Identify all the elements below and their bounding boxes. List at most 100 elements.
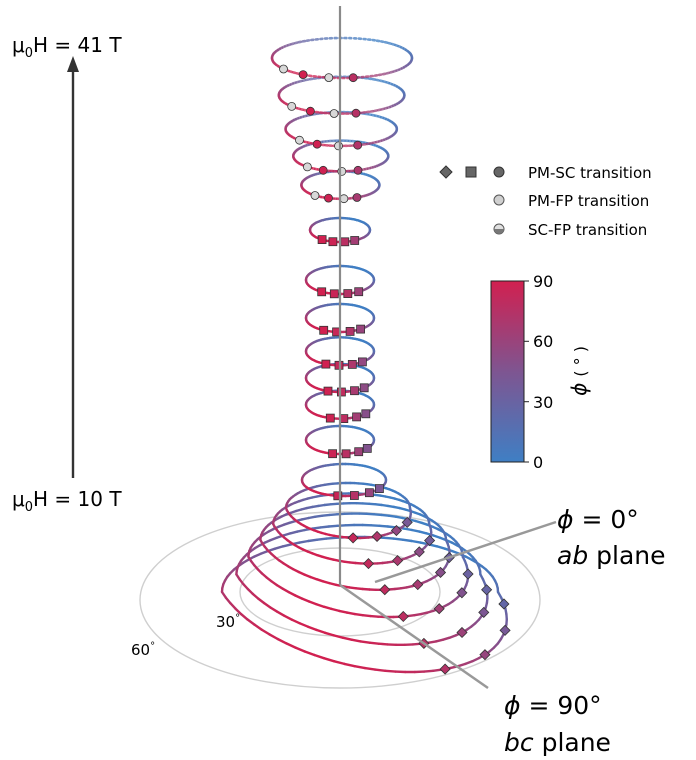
phi0-pointer [374, 520, 557, 584]
legend-square-marker [465, 166, 477, 178]
loop-1-segment [256, 597, 266, 605]
phi90-pointer [339, 583, 489, 690]
colorbar-tick-0: 0 [533, 453, 543, 472]
loop-0-segment [401, 538, 413, 543]
pm-sc-diamond-marker [347, 532, 359, 544]
bc-plane-label: bc plane [504, 728, 611, 757]
loop-2-segment [345, 611, 356, 616]
colorbar-tick-60: 60 [533, 332, 553, 351]
loop-0-segment [229, 601, 237, 610]
pm-sc-square-marker [350, 386, 359, 396]
pm-fp-circle-marker [295, 135, 304, 145]
pm-sc-circle-marker [353, 165, 363, 175]
loop-0-segment [392, 537, 404, 541]
loop-1-segment [341, 636, 353, 641]
loop-2 [247, 512, 470, 619]
loop-2-segment [294, 594, 304, 600]
legend-circle-marker [493, 166, 505, 178]
pm-sc-square-marker [319, 325, 329, 335]
loop-1-segment [368, 641, 380, 645]
loop-0-segment [246, 618, 256, 626]
pm-sc-square-marker [317, 287, 327, 297]
field-max-label: μ0H = 41 T [12, 33, 122, 61]
loop-3 [259, 502, 451, 591]
pm-sc-circle-marker [348, 73, 358, 83]
loop-1-segment [377, 642, 389, 646]
loop-0-segment [373, 668, 387, 672]
pm-sc-square-marker [357, 357, 367, 367]
loop-0-segment [382, 536, 395, 540]
pm-sc-square-marker [317, 235, 327, 245]
loop-0-segment [436, 545, 447, 550]
loop-2-segment [353, 612, 364, 617]
loop-0-segment [456, 662, 467, 668]
loop-0-segment [353, 665, 367, 670]
loop-1-segment [402, 527, 414, 532]
transition-markers [279, 64, 511, 675]
pm-sc-circle-marker [305, 106, 315, 116]
loop-1-segment [350, 638, 362, 643]
pm-sc-diamond-marker [371, 530, 383, 543]
pm-sc-diamond-marker [362, 558, 375, 570]
legend-pm-fp-marker [493, 194, 505, 206]
loop-0-segment [384, 669, 397, 673]
pm-sc-diamond-marker [456, 626, 468, 639]
loop-2-segment [361, 614, 372, 618]
pm-sc-square-marker [352, 412, 362, 422]
pm-sc-circle-marker [353, 140, 363, 150]
pm-sc-square-marker [325, 413, 335, 423]
pm-sc-square-marker [374, 484, 384, 494]
loop-0-segment [363, 666, 377, 671]
loop-17 [277, 75, 406, 115]
loop-2-segment [380, 513, 390, 517]
loop-1-segment [378, 524, 390, 528]
pm-sc-square-marker [328, 237, 338, 247]
legend-label-sc-fp: SC-FP transition [528, 221, 647, 239]
loop-1-segment [319, 525, 331, 529]
loop-18-segment [362, 75, 370, 79]
colorbar-tick-30: 30 [533, 393, 553, 412]
loop-0-segment [294, 646, 306, 653]
loop-17-segment [312, 110, 320, 114]
pm-sc-square-marker [340, 237, 350, 247]
pm-fp-circle-marker [324, 73, 334, 82]
loop-17-segment [363, 110, 371, 114]
pm-fp-circle-marker [302, 162, 312, 172]
loop-1 [235, 523, 489, 646]
loop-0-segment [423, 669, 435, 673]
pm-sc-diamond-marker [478, 606, 490, 618]
loop-17-segment [363, 76, 371, 80]
loop-1-segment [290, 618, 301, 625]
pm-sc-diamond-marker [413, 546, 425, 558]
pm-sc-diamond-marker [462, 568, 474, 580]
loop-2-segment [322, 605, 333, 611]
loop-17-segment [312, 76, 320, 80]
loop-1-segment [282, 532, 292, 537]
loop-0-segment [253, 623, 263, 631]
pm-sc-diamond-marker [456, 587, 468, 599]
colorbar-tick-90: 90 [533, 272, 553, 291]
loop-18-segment [309, 38, 318, 42]
legend: PM-SC transition PM-FP transition SC-FP … [439, 164, 652, 239]
polar-tick-60: 60° [131, 641, 155, 659]
pm-sc-diamond-marker [412, 579, 424, 591]
loop-2-segment [369, 614, 380, 618]
pm-sc-diamond-marker [499, 624, 511, 636]
loop-1-segment [311, 526, 322, 530]
pm-sc-square-marker [321, 359, 331, 369]
loop-0-segment [410, 539, 422, 544]
legend-label-pm-fp: PM-FP transition [528, 192, 649, 210]
loop-0-segment [259, 549, 269, 555]
pm-sc-square-marker [341, 449, 351, 459]
loop-2-segment [365, 512, 376, 516]
loop-1-segment [410, 528, 421, 533]
loop-18-segment [375, 39, 383, 43]
loop-2-segment [321, 513, 331, 517]
pm-sc-diamond-marker [401, 516, 413, 528]
loop-1-segment [336, 524, 347, 527]
loop-0-segment [276, 637, 288, 645]
pm-sc-circle-marker [298, 70, 308, 79]
ab-plane-label: ab plane [557, 541, 666, 570]
pm-sc-square-marker [323, 386, 333, 396]
loop-0-segment [285, 642, 297, 649]
